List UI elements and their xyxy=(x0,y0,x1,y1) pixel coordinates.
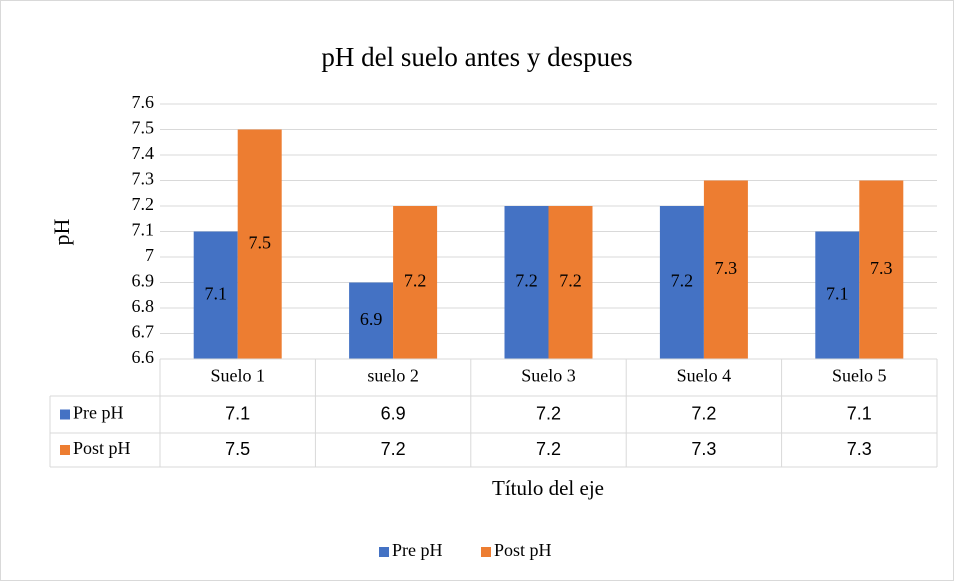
table-series-name: Post pH xyxy=(73,438,131,458)
table-cell: 7.2 xyxy=(691,403,716,423)
chart-title: pH del suelo antes y despues xyxy=(321,42,632,72)
bar xyxy=(703,180,748,359)
data-label: 7.3 xyxy=(870,258,893,278)
bar xyxy=(859,180,904,359)
table-cell: 7.2 xyxy=(381,439,406,459)
legend-swatch xyxy=(379,547,389,557)
table-cell: 7.5 xyxy=(225,439,250,459)
y-tick-label: 7.2 xyxy=(132,194,155,214)
table-swatch xyxy=(60,445,70,455)
data-label: 7.2 xyxy=(559,271,582,291)
table-swatch xyxy=(60,409,70,420)
bar xyxy=(815,231,860,359)
table-cell: 7.2 xyxy=(536,403,561,423)
legend-swatch xyxy=(481,547,491,557)
table-cell: 7.1 xyxy=(847,403,872,423)
y-tick-label: 6.9 xyxy=(132,271,155,291)
bar xyxy=(193,231,238,359)
table-cell: 7.3 xyxy=(847,439,872,459)
x-tick-label: Suelo 1 xyxy=(210,366,265,386)
table-cell: 6.9 xyxy=(381,403,406,423)
x-tick-label: Suelo 3 xyxy=(521,366,576,386)
bar xyxy=(349,282,394,359)
bar xyxy=(393,206,438,359)
data-label: 6.9 xyxy=(360,309,383,329)
x-tick-label: suelo 2 xyxy=(367,366,419,386)
y-tick-label: 6.8 xyxy=(132,296,155,316)
data-label: 7.3 xyxy=(715,258,738,278)
table-cell: 7.3 xyxy=(691,439,716,459)
y-axis-title: pH xyxy=(49,218,74,245)
bar xyxy=(237,129,282,359)
y-tick-label: 7.1 xyxy=(132,220,155,240)
data-label: 7.1 xyxy=(826,283,849,303)
data-label: 7.1 xyxy=(204,283,227,303)
table-cell: 7.2 xyxy=(536,439,561,459)
bar xyxy=(659,206,704,359)
table-cell: 7.1 xyxy=(225,403,250,423)
legend-label: Pre pH xyxy=(392,540,443,560)
legend-label: Post pH xyxy=(494,540,552,560)
table-series-name: Pre pH xyxy=(73,403,124,423)
bar xyxy=(504,206,549,359)
y-tick-label: 6.7 xyxy=(132,322,155,342)
y-tick-label: 7.5 xyxy=(132,118,155,138)
x-tick-label: Suelo 4 xyxy=(677,366,732,386)
x-tick-label: Suelo 5 xyxy=(832,366,887,386)
y-tick-label: 7.6 xyxy=(132,92,155,112)
data-label: 7.2 xyxy=(404,271,427,291)
data-label: 7.2 xyxy=(515,271,538,291)
x-axis-title: Título del eje xyxy=(492,476,604,500)
bar xyxy=(548,206,593,359)
y-tick-label: 7 xyxy=(145,245,154,265)
data-label: 7.2 xyxy=(671,271,694,291)
data-label: 7.5 xyxy=(248,232,271,252)
y-tick-label: 7.3 xyxy=(132,169,155,189)
y-tick-label: 6.6 xyxy=(132,347,155,367)
y-tick-label: 7.4 xyxy=(132,143,155,163)
